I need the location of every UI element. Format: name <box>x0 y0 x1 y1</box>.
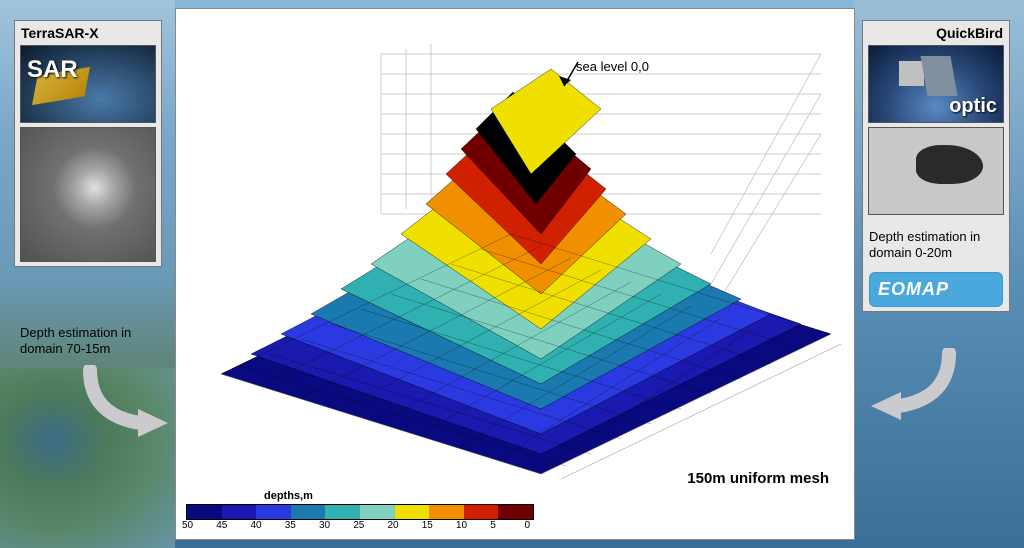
optic-overlay-label: optic <box>949 95 997 118</box>
arrow-right-icon <box>859 348 959 428</box>
sar-sample-image <box>20 127 156 262</box>
colorbar-segment <box>325 505 360 519</box>
terrasar-satellite-image: SAR <box>20 45 156 123</box>
colorbar-tick: 20 <box>388 520 422 531</box>
bathymetry-3d-surface <box>181 14 851 489</box>
colorbar-tick: 30 <box>319 520 353 531</box>
left-depth-text: Depth estimation in domain 70-15m <box>14 315 162 364</box>
eomap-logo: EOMAP <box>869 272 1003 307</box>
terrasar-title: TerraSAR-X <box>15 21 161 43</box>
left-depth-caption: Depth estimation in domain 70-15m <box>14 315 162 364</box>
mesh-label: 150m uniform mesh <box>687 470 829 487</box>
colorbar-segment <box>464 505 499 519</box>
quickbird-panel: QuickBird optic Depth estimation in doma… <box>862 20 1010 312</box>
colorbar-segment <box>360 505 395 519</box>
colorbar-segment <box>291 505 326 519</box>
sea-level-label: sea level 0,0 <box>576 59 649 74</box>
bathymetry-figure-panel: sea level 0,0 150m uniform mesh depths,m… <box>175 8 855 540</box>
sar-overlay-label: SAR <box>27 56 78 84</box>
colorbar-segment <box>429 505 464 519</box>
quickbird-title: QuickBird <box>863 21 1009 43</box>
colorbar: depths,m 50454035302520151050 <box>176 490 546 531</box>
colorbar-tick: 0 <box>525 520 531 531</box>
colorbar-title: depths,m <box>176 490 546 504</box>
colorbar-segment <box>256 505 291 519</box>
colorbar-tick: 35 <box>285 520 319 531</box>
colorbar-tick: 45 <box>216 520 250 531</box>
colorbar-ticks: 50454035302520151050 <box>186 520 534 531</box>
optic-sample-image <box>868 127 1004 215</box>
right-depth-text: Depth estimation in domain 0-20m <box>863 219 1009 268</box>
terrasar-panel: TerraSAR-X SAR <box>14 20 162 267</box>
colorbar-segment <box>222 505 257 519</box>
colorbar-strip <box>186 504 534 520</box>
colorbar-tick: 25 <box>353 520 387 531</box>
colorbar-tick: 50 <box>182 520 216 531</box>
colorbar-tick: 5 <box>490 520 524 531</box>
colorbar-segment <box>395 505 430 519</box>
colorbar-tick: 15 <box>422 520 456 531</box>
arrow-left-icon <box>80 365 180 445</box>
colorbar-tick: 10 <box>456 520 490 531</box>
surface-mesh <box>221 69 831 474</box>
colorbar-tick: 40 <box>251 520 285 531</box>
colorbar-segment <box>187 505 222 519</box>
quickbird-satellite-image: optic <box>868 45 1004 123</box>
colorbar-segment <box>498 505 533 519</box>
